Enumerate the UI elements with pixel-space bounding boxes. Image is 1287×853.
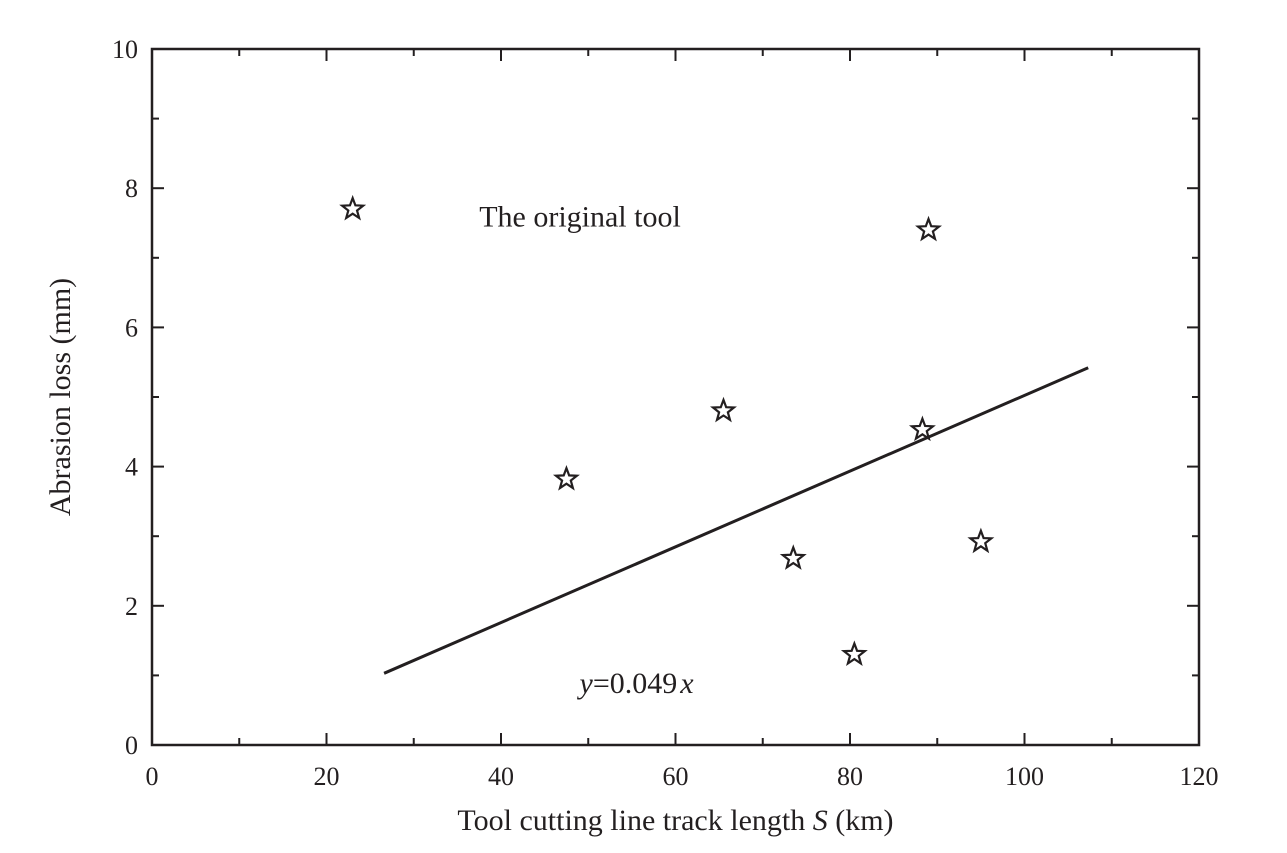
data-point: [339, 194, 367, 221]
tick-labels: 0 20 40 60 80 100 120 0 2 4 6 8 10: [112, 35, 1219, 791]
y-tick-label: 8: [125, 174, 138, 203]
data-points: [339, 194, 995, 666]
x-tick-label: 20: [314, 762, 340, 791]
x-axis-title: Tool cutting line track length S (km): [457, 804, 893, 837]
series-label: The original tool: [479, 200, 681, 233]
data-point: [552, 464, 580, 491]
data-point: [840, 640, 868, 666]
data-point: [779, 544, 807, 570]
x-tick-label: 60: [663, 762, 689, 791]
x-tick-label: 0: [146, 762, 159, 791]
fit-line-layer: [383, 366, 1089, 675]
fit-equation: y=0.049 x: [577, 667, 695, 700]
x-tick-label: 80: [837, 762, 863, 791]
equation-coefficient: =0.049: [593, 667, 677, 700]
data-point: [908, 415, 936, 442]
y-axis-title: Abrasion loss (mm): [44, 278, 77, 516]
axis-ticks: [151, 48, 1200, 746]
y-tick-label: 6: [125, 313, 138, 342]
x-tick-label: 100: [1005, 762, 1044, 791]
x-axis-title-prefix: Tool cutting line track length: [457, 804, 812, 837]
equation-y: y: [577, 667, 594, 700]
x-axis-title-suffix: (km): [828, 804, 894, 837]
data-point: [967, 527, 995, 554]
plot-frame: [150, 47, 1201, 747]
equation-x: x: [679, 667, 694, 700]
data-point: [915, 215, 942, 242]
y-tick-label: 0: [125, 731, 138, 760]
data-point: [710, 396, 737, 423]
x-tick-label: 120: [1180, 762, 1219, 791]
y-tick-label: 10: [112, 35, 138, 64]
fit-line: [383, 366, 1089, 675]
y-tick-label: 2: [125, 592, 138, 621]
x-tick-label: 40: [488, 762, 514, 791]
y-tick-label: 4: [125, 453, 138, 482]
x-axis-title-var: S: [813, 804, 828, 837]
